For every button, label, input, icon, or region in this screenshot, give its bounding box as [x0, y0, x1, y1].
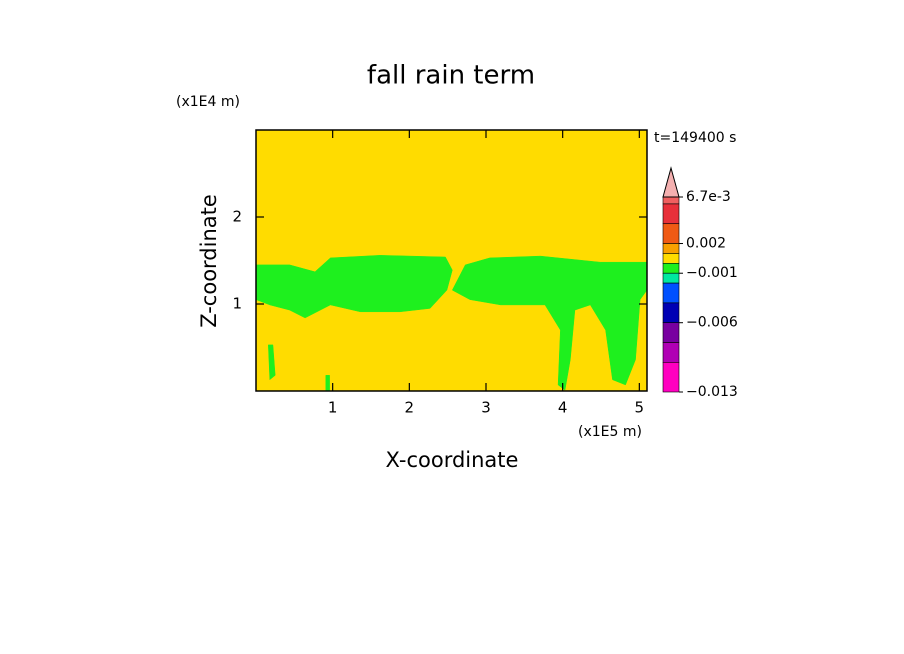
- y-tick-label: 1: [232, 295, 242, 313]
- contour-region: [325, 375, 330, 392]
- y-unit: (x1E4 m): [176, 94, 240, 110]
- colorbar-segment: [662, 263, 680, 274]
- x-tick-label: 4: [558, 399, 568, 417]
- colorbar-tick-label: −0.001: [686, 265, 738, 281]
- field-background: [256, 130, 647, 391]
- time-label: t=149400 s: [654, 130, 736, 146]
- colorbar-segment: [662, 253, 680, 264]
- colorbar-segment: [662, 272, 680, 284]
- colorbar-extend: [662, 166, 680, 198]
- colorbar-tick-label: 6.7e-3: [686, 189, 731, 205]
- colorbar-segment: [662, 342, 680, 363]
- colorbar-segment: [662, 243, 680, 254]
- colorbar-segment: [662, 362, 680, 393]
- colorbar-segment: [662, 223, 680, 244]
- colorbar-tick-label: −0.013: [686, 384, 738, 400]
- contour-region: [451, 255, 648, 391]
- x-tick-label: 1: [328, 399, 338, 417]
- x-tick-label: 2: [405, 399, 415, 417]
- y-axis-label: Z-coordinate: [197, 194, 221, 328]
- contour-region: [255, 255, 453, 319]
- chart-title: fall rain term: [367, 61, 535, 91]
- y-tick-label: 2: [232, 208, 242, 226]
- plot-frame: [255, 129, 648, 392]
- colorbar-segment: [662, 203, 680, 225]
- colorbar-segment: [662, 282, 680, 304]
- colorbar-segment: [662, 302, 680, 324]
- x-unit: (x1E5 m): [578, 424, 642, 440]
- x-axis-label: X-coordinate: [386, 448, 519, 472]
- colorbar-tick-label: 0.002: [686, 236, 726, 252]
- x-tick-label: 3: [481, 399, 491, 417]
- colorbar-segment: [662, 196, 680, 205]
- contour-region: [268, 344, 276, 381]
- x-tick-label: 5: [635, 399, 645, 417]
- colorbar-tick-label: −0.006: [686, 315, 738, 331]
- colorbar-segment: [662, 322, 680, 343]
